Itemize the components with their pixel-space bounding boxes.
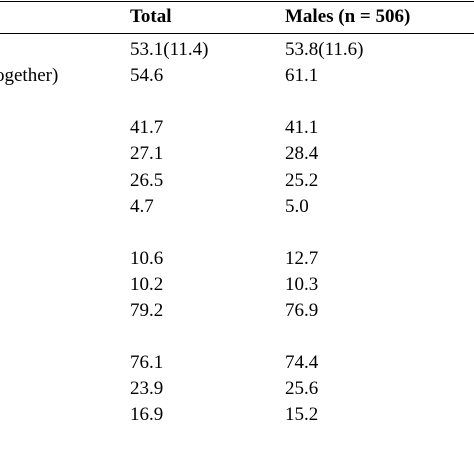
cell-total: 4.7	[130, 196, 154, 217]
cell-total: 76.1	[130, 352, 164, 373]
table-top-rule	[0, 1, 474, 2]
row-label: ogether)	[0, 65, 59, 86]
cell-males: 15.2	[285, 404, 319, 425]
cell-total: 26.5	[130, 170, 164, 191]
header-total: Total	[130, 6, 172, 27]
cell-total: 10.2	[130, 274, 164, 295]
cell-males: 25.6	[285, 378, 319, 399]
cell-total: 23.9	[130, 378, 164, 399]
cell-males: 12.7	[285, 248, 319, 269]
cell-males: 61.1	[285, 65, 319, 86]
cell-males: 74.4	[285, 352, 319, 373]
cell-total: 79.2	[130, 300, 164, 321]
cell-total: 53.1(11.4)	[130, 39, 209, 60]
cell-males: 53.8(11.6)	[285, 39, 364, 60]
cell-males: 28.4	[285, 143, 319, 164]
cell-total: 27.1	[130, 143, 164, 164]
cell-males: 5.0	[285, 196, 309, 217]
cell-total: 16.9	[130, 404, 164, 425]
cell-males: 10.3	[285, 274, 319, 295]
cell-males: 41.1	[285, 117, 319, 138]
cell-total: 10.6	[130, 248, 164, 269]
cell-total: 54.6	[130, 65, 164, 86]
cell-males: 76.9	[285, 300, 319, 321]
header-bottom-rule	[0, 33, 474, 34]
header-males: Males (n = 506)	[285, 6, 411, 27]
cell-total: 41.7	[130, 117, 164, 138]
cell-males: 25.2	[285, 170, 319, 191]
